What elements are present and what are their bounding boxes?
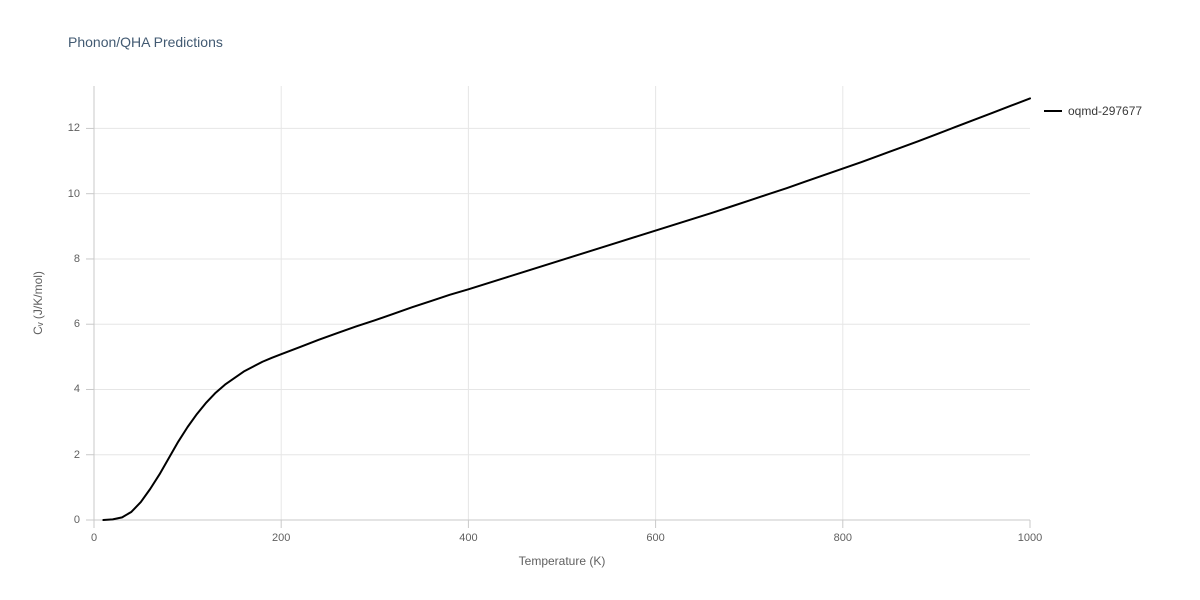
- y-tick: 8: [74, 253, 80, 265]
- legend[interactable]: oqmd-297677: [1044, 104, 1142, 118]
- y-axis-label: Cᵥ (J/K/mol): [31, 271, 45, 335]
- x-tick: 1000: [1018, 532, 1042, 544]
- legend-swatch: [1044, 110, 1062, 112]
- x-axis-label: Temperature (K): [519, 554, 606, 568]
- y-tick: 12: [68, 122, 80, 134]
- x-tick: 600: [646, 532, 664, 544]
- chart-title: Phonon/QHA Predictions: [68, 34, 223, 50]
- y-tick: 0: [74, 514, 80, 526]
- x-tick: 200: [272, 532, 290, 544]
- x-tick: 0: [91, 532, 97, 544]
- plot-svg: [74, 66, 1050, 540]
- y-tick: 10: [68, 188, 80, 200]
- x-tick: 800: [834, 532, 852, 544]
- y-tick: 4: [74, 383, 80, 395]
- x-tick: 400: [459, 532, 477, 544]
- chart-container: Phonon/QHA Predictions Temperature (K) C…: [0, 0, 1200, 600]
- legend-label: oqmd-297677: [1068, 104, 1142, 118]
- y-tick: 2: [74, 449, 80, 461]
- y-tick: 6: [74, 318, 80, 330]
